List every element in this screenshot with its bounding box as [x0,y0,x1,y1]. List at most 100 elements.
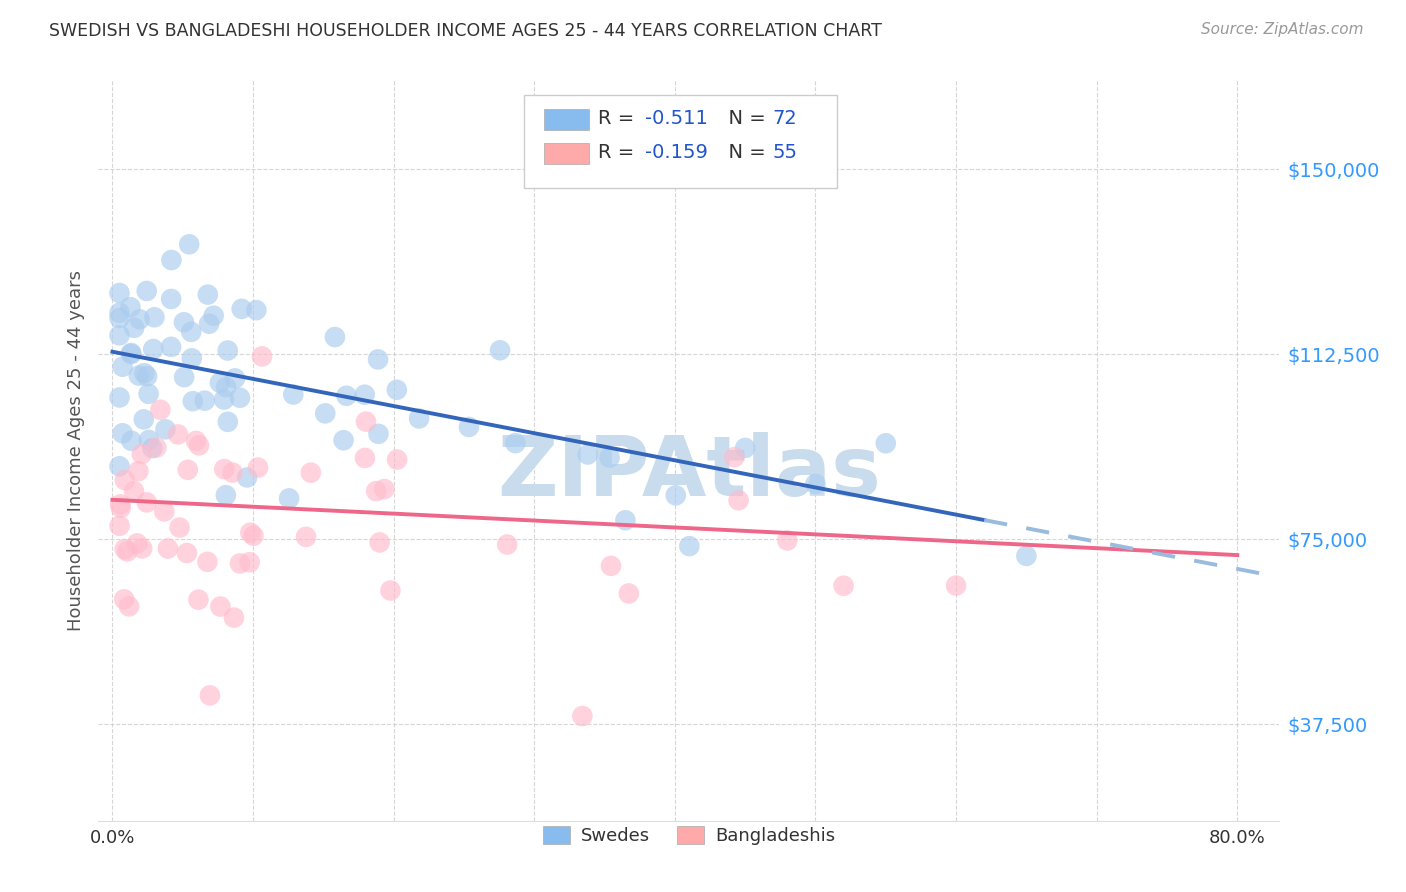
Point [118,599,141,614]
Point [131,541,153,556]
Point [665,488,688,502]
Point [332,434,354,448]
Point [242,529,264,543]
Point [617,586,640,600]
Point [114,473,136,487]
Point [229,557,252,571]
Point [209,599,232,614]
Point [120,346,142,360]
Point [217,415,239,429]
Point [114,542,136,557]
Point [408,411,430,425]
Point [215,380,238,394]
Point [804,476,827,491]
Point [678,539,700,553]
Point [173,315,195,329]
Point [108,310,131,325]
Point [108,328,131,343]
Point [202,309,225,323]
Point [489,343,512,358]
Point [197,287,219,301]
Point [229,391,252,405]
Point [247,460,270,475]
Point [141,441,163,455]
Point [108,459,131,474]
Point [120,347,142,361]
Point [385,383,408,397]
Point [188,438,211,452]
Point [180,325,202,339]
Text: 72: 72 [773,109,797,128]
Text: N =: N = [716,143,772,161]
Point [135,284,157,298]
Point [278,491,301,506]
Text: R =: R = [598,143,641,161]
Point [214,462,236,476]
Point [138,386,160,401]
Point [385,452,408,467]
Point [236,470,259,484]
Point [179,237,201,252]
Point [380,583,402,598]
Point [136,369,159,384]
Point [108,497,131,511]
FancyBboxPatch shape [544,109,589,130]
Point [127,464,149,478]
Point [194,393,217,408]
FancyBboxPatch shape [544,144,589,164]
Point [160,340,183,354]
Point [132,412,155,426]
Point [571,709,593,723]
Point [215,488,238,502]
Text: N =: N = [716,109,772,128]
FancyBboxPatch shape [523,95,837,187]
Legend: Swedes, Bangladeshis: Swedes, Bangladeshis [536,819,842,853]
Point [111,359,134,374]
Point [734,441,756,455]
Text: -0.511: -0.511 [645,109,709,128]
Point [110,500,132,515]
Point [354,415,377,429]
Point [283,387,305,401]
Point [143,310,166,325]
Point [323,330,346,344]
Point [122,484,145,499]
Point [335,389,357,403]
Point [212,392,235,407]
Point [197,555,219,569]
Point [245,303,267,318]
Point [120,434,142,448]
Point [128,368,150,383]
Point [208,376,231,390]
Point [366,484,388,499]
Point [160,292,183,306]
Point [180,351,202,366]
Point [945,578,967,592]
Point [368,535,391,549]
Text: R =: R = [598,109,641,128]
Point [145,441,167,455]
Point [108,391,131,405]
Point [231,301,253,316]
Point [600,558,623,573]
Point [108,285,131,300]
Point [181,394,204,409]
Point [176,546,198,560]
Point [354,450,377,465]
Point [142,342,165,356]
Point [295,530,318,544]
Point [239,525,262,540]
Point [155,422,177,436]
Point [128,312,150,326]
Point [156,541,179,556]
Point [221,466,243,480]
Point [134,366,156,380]
Point [111,426,134,441]
Point [131,447,153,461]
Point [239,555,262,569]
Point [250,350,273,364]
Text: Source: ZipAtlas.com: Source: ZipAtlas.com [1201,22,1364,37]
Point [723,450,745,464]
Text: SWEDISH VS BANGLADESHI HOUSEHOLDER INCOME AGES 25 - 44 YEARS CORRELATION CHART: SWEDISH VS BANGLADESHI HOUSEHOLDER INCOM… [49,22,882,40]
Point [169,520,191,534]
